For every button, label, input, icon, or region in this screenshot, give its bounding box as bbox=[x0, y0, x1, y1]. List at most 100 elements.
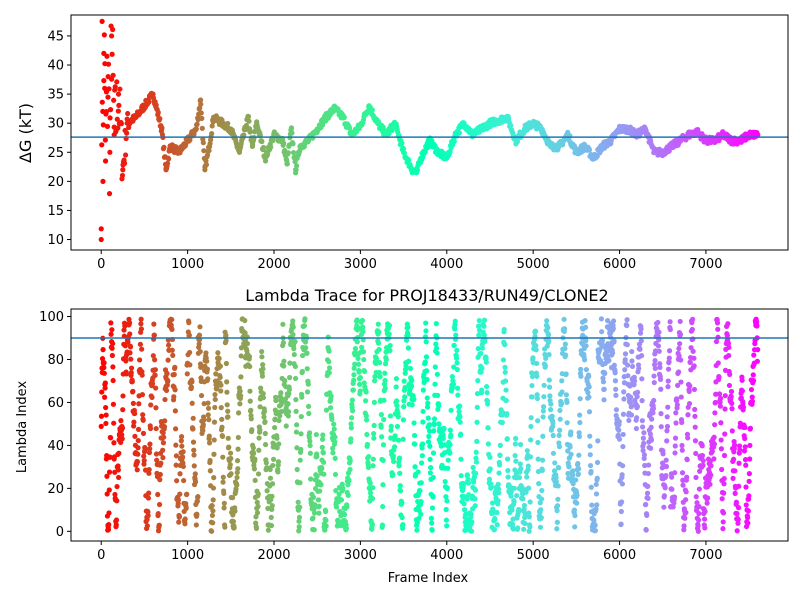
lambda-point bbox=[203, 350, 209, 356]
lambda-point bbox=[313, 431, 319, 438]
lambda-point bbox=[363, 413, 369, 419]
lambda-point bbox=[396, 463, 402, 469]
lambda-point bbox=[297, 504, 303, 510]
lambda-point bbox=[743, 502, 749, 508]
lambda-point bbox=[565, 448, 571, 454]
lambda-point bbox=[655, 343, 662, 349]
lambda-point bbox=[487, 466, 493, 472]
lambda-point bbox=[265, 505, 271, 511]
lambda-point bbox=[449, 373, 455, 380]
lambda-point bbox=[718, 395, 724, 401]
lambda-point bbox=[696, 504, 702, 510]
delta-g-point bbox=[99, 142, 105, 148]
delta-g-point bbox=[198, 101, 204, 107]
lambda-point bbox=[114, 498, 120, 504]
lambda-point bbox=[518, 466, 524, 472]
lambda-point bbox=[169, 347, 175, 353]
lambda-point bbox=[354, 323, 360, 329]
lambda-point bbox=[140, 412, 146, 418]
lambda-point bbox=[354, 339, 360, 345]
lambda-point bbox=[292, 338, 298, 345]
lambda-point bbox=[232, 508, 238, 514]
lambda-point bbox=[155, 491, 161, 498]
lambda-point bbox=[679, 442, 685, 449]
lambda-point bbox=[539, 467, 545, 473]
lambda-point bbox=[204, 358, 210, 364]
lambda-point bbox=[732, 490, 738, 496]
delta-g-point bbox=[106, 86, 112, 92]
lambda-point bbox=[221, 500, 227, 506]
lambda-axes-frame bbox=[70, 308, 789, 542]
lambda-point bbox=[140, 417, 146, 423]
delta-g-point bbox=[120, 167, 126, 173]
lambda-x-tick-label: 3000 bbox=[344, 548, 377, 563]
lambda-point bbox=[323, 523, 329, 529]
lambda-point bbox=[552, 460, 558, 466]
lambda-point bbox=[106, 469, 113, 475]
delta-g-point bbox=[105, 74, 111, 80]
lambda-point bbox=[136, 401, 142, 407]
delta-g-point bbox=[547, 143, 554, 150]
lambda-point bbox=[599, 329, 605, 335]
lambda-point bbox=[357, 381, 363, 387]
lambda-point bbox=[275, 459, 282, 465]
delta-g-points bbox=[98, 18, 761, 243]
lambda-point bbox=[423, 354, 430, 360]
lambda-point bbox=[234, 474, 240, 481]
lambda-point bbox=[184, 371, 190, 377]
lambda-point bbox=[497, 442, 503, 448]
lambda-point bbox=[445, 465, 451, 471]
lambda-point bbox=[744, 515, 751, 521]
lambda-point bbox=[599, 337, 606, 344]
lambda-point bbox=[158, 460, 164, 466]
lambda-point bbox=[316, 510, 322, 516]
lambda-point bbox=[363, 389, 369, 395]
lambda-point bbox=[228, 455, 234, 462]
delta-g-point bbox=[366, 103, 372, 109]
lambda-point bbox=[591, 517, 597, 524]
lambda-point bbox=[323, 508, 329, 515]
lambda-point bbox=[695, 523, 701, 529]
lambda-point bbox=[106, 521, 112, 528]
lambda-point bbox=[555, 483, 561, 489]
lambda-point bbox=[156, 501, 163, 508]
lambda-point bbox=[652, 365, 658, 372]
lambda-point bbox=[123, 358, 129, 364]
lambda-point bbox=[230, 518, 237, 525]
lambda-point bbox=[611, 362, 617, 368]
lambda-point bbox=[280, 321, 286, 327]
delta-g-y-axis-label: ΔG (kT) bbox=[16, 103, 35, 163]
lambda-point bbox=[365, 464, 372, 471]
lambda-point bbox=[610, 318, 617, 324]
lambda-point bbox=[685, 435, 691, 441]
delta-g-point bbox=[99, 18, 105, 24]
delta-g-point bbox=[642, 126, 649, 132]
lambda-point bbox=[375, 340, 382, 346]
lambda-point bbox=[650, 410, 656, 416]
lambda-point bbox=[256, 447, 262, 453]
lambda-point bbox=[619, 472, 625, 478]
lambda-point bbox=[281, 358, 287, 364]
lambda-point bbox=[262, 419, 268, 425]
delta-g-point bbox=[243, 122, 249, 129]
lambda-point bbox=[307, 438, 313, 444]
lambda-point bbox=[495, 481, 501, 487]
lambda-point bbox=[657, 376, 664, 383]
lambda-point bbox=[273, 397, 279, 404]
lambda-point bbox=[149, 394, 155, 401]
lambda-point bbox=[469, 519, 475, 525]
lambda-point bbox=[327, 405, 334, 411]
lambda-point bbox=[354, 317, 360, 323]
lambda-point bbox=[546, 352, 552, 358]
delta-g-point bbox=[110, 72, 116, 78]
lambda-point bbox=[637, 330, 644, 336]
lambda-point bbox=[145, 495, 152, 501]
lambda-point bbox=[736, 460, 742, 466]
lambda-point bbox=[658, 411, 664, 417]
delta-g-point bbox=[194, 121, 200, 127]
lambda-point bbox=[443, 517, 450, 523]
lambda-point bbox=[364, 431, 370, 438]
lambda-point bbox=[734, 511, 740, 517]
lambda-point bbox=[553, 479, 559, 485]
lambda-point bbox=[541, 404, 547, 410]
